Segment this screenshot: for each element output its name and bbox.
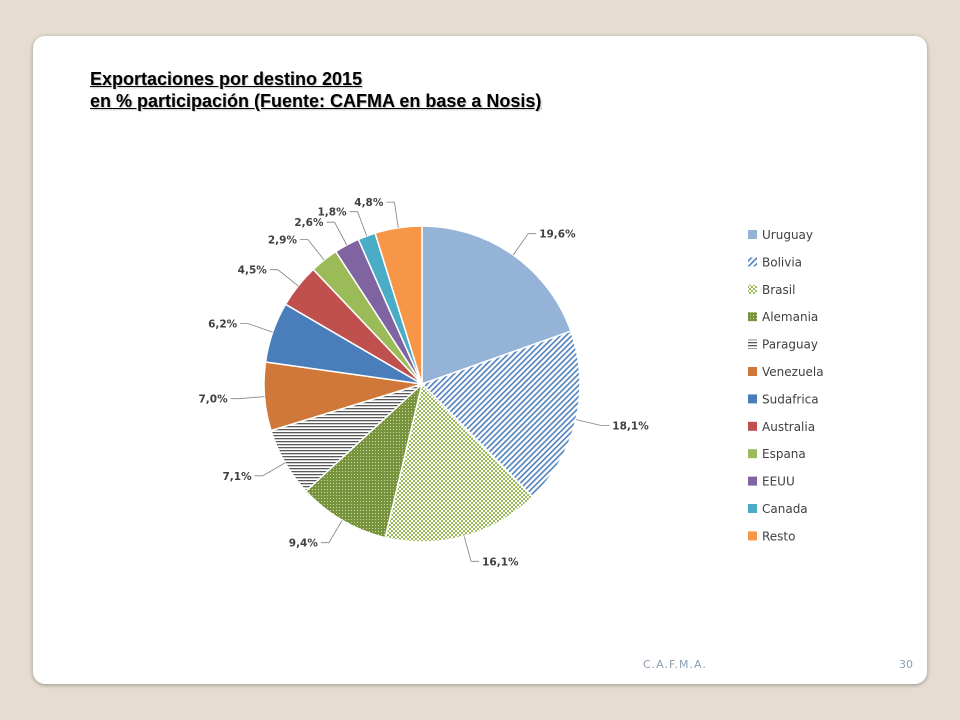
pie-slice-resto [374, 225, 423, 385]
legend-swatch-resto [748, 531, 757, 541]
leader-line-venezuela [230, 396, 265, 400]
legend-swatch-australia [748, 421, 757, 431]
data-label-uruguay: 19,6% [539, 229, 576, 241]
leader-line-canada [349, 211, 368, 237]
data-label-canada: 1,8% [317, 207, 347, 219]
leader-line-australia [269, 269, 299, 287]
legend-item-canada: Canada [748, 502, 808, 516]
legend-item-eeuu: EEUU [748, 475, 795, 489]
legend-label-brasil: Brasil [762, 283, 795, 297]
legend: Uruguay Bolivia Brasil Alemania Paraguay Vene… [748, 228, 824, 543]
legend-item-resto: Resto [748, 529, 795, 543]
data-label-australia: 4,5% [238, 265, 268, 277]
page-number: 30 [899, 658, 913, 671]
legend-label-uruguay: Uruguay [762, 228, 813, 242]
leader-line-paraguay [254, 462, 286, 477]
legend-swatch-paraguay [748, 339, 757, 349]
chart-title: Exportaciones por destino 2015 en % part… [90, 68, 541, 112]
legend-label-paraguay: Paraguay [762, 338, 818, 352]
data-label-bolivia: 18,1% [612, 421, 649, 433]
legend-item-bolivia: Bolivia [748, 255, 802, 269]
data-label-espana: 2,9% [268, 235, 298, 247]
data-label-venezuela: 7,0% [198, 394, 228, 406]
leader-line-alemania [320, 520, 343, 544]
footer-organization: C.A.F.M.A. [643, 658, 707, 671]
legend-label-alemania: Alemania [762, 310, 818, 324]
legend-label-eeuu: EEUU [762, 475, 795, 489]
legend-item-paraguay: Paraguay [748, 338, 818, 352]
legend-label-sudafrica: Sudafrica [762, 392, 819, 406]
legend-item-sudafrica: Sudafrica [748, 392, 819, 406]
data-label-paraguay: 7,1% [222, 471, 252, 483]
legend-item-espana: Espana [748, 447, 806, 461]
leader-line-brasil [463, 536, 480, 562]
legend-swatch-eeuu [748, 476, 757, 486]
leader-line-resto [386, 201, 399, 228]
data-label-resto: 4,8% [354, 197, 384, 209]
data-label-alemania: 9,4% [289, 538, 319, 550]
legend-swatch-venezuela [748, 367, 757, 376]
legend-item-brasil: Brasil [748, 283, 795, 297]
legend-swatch-sudafrica [748, 394, 757, 404]
legend-swatch-espana [748, 449, 757, 459]
legend-swatch-brasil [748, 284, 757, 294]
title-line-1: Exportaciones por destino 2015 [90, 69, 363, 89]
legend-label-australia: Australia [762, 420, 815, 434]
pie-slice-uruguay [421, 225, 572, 386]
slide: Exportaciones por destino 2015 en % part… [33, 36, 927, 684]
title-line-2: en % participación (Fuente: CAFMA en bas… [90, 91, 542, 111]
pie-slice-alemania [304, 381, 424, 539]
legend-label-canada: Canada [762, 502, 808, 516]
legend-label-venezuela: Venezuela [762, 365, 824, 379]
leader-line-uruguay [512, 233, 537, 256]
legend-label-resto: Resto [762, 529, 795, 543]
pie-chart: 19,6% 18,1% 16,1% 9,4% 7,1% 7,0% 6,2% 4,5% 2,9% 2… [198, 197, 824, 568]
legend-item-alemania: Alemania [748, 310, 818, 324]
leader-lines [230, 201, 610, 562]
legend-swatch-uruguay [748, 230, 757, 239]
pie-slices [263, 225, 581, 543]
leader-line-bolivia [575, 419, 610, 426]
leader-line-eeuu [326, 221, 348, 246]
legend-item-australia: Australia [748, 420, 815, 434]
data-label-eeuu: 2,6% [294, 217, 324, 229]
leader-line-espana [300, 239, 325, 261]
legend-item-uruguay: Uruguay [748, 228, 813, 242]
legend-label-espana: Espana [762, 447, 806, 461]
data-labels: 19,6% 18,1% 16,1% 9,4% 7,1% 7,0% 6,2% 4,5% 2,9% 2… [198, 197, 649, 568]
legend-item-venezuela: Venezuela [748, 365, 824, 379]
legend-label-bolivia: Bolivia [762, 255, 802, 269]
legend-swatch-canada [748, 504, 757, 513]
data-label-sudafrica: 6,2% [208, 319, 238, 331]
data-label-brasil: 16,1% [482, 556, 519, 568]
legend-swatch-bolivia [748, 257, 757, 267]
legend-swatch-alemania [748, 312, 757, 322]
pie-slice-brasil [384, 382, 534, 543]
leader-line-sudafrica [240, 323, 273, 333]
